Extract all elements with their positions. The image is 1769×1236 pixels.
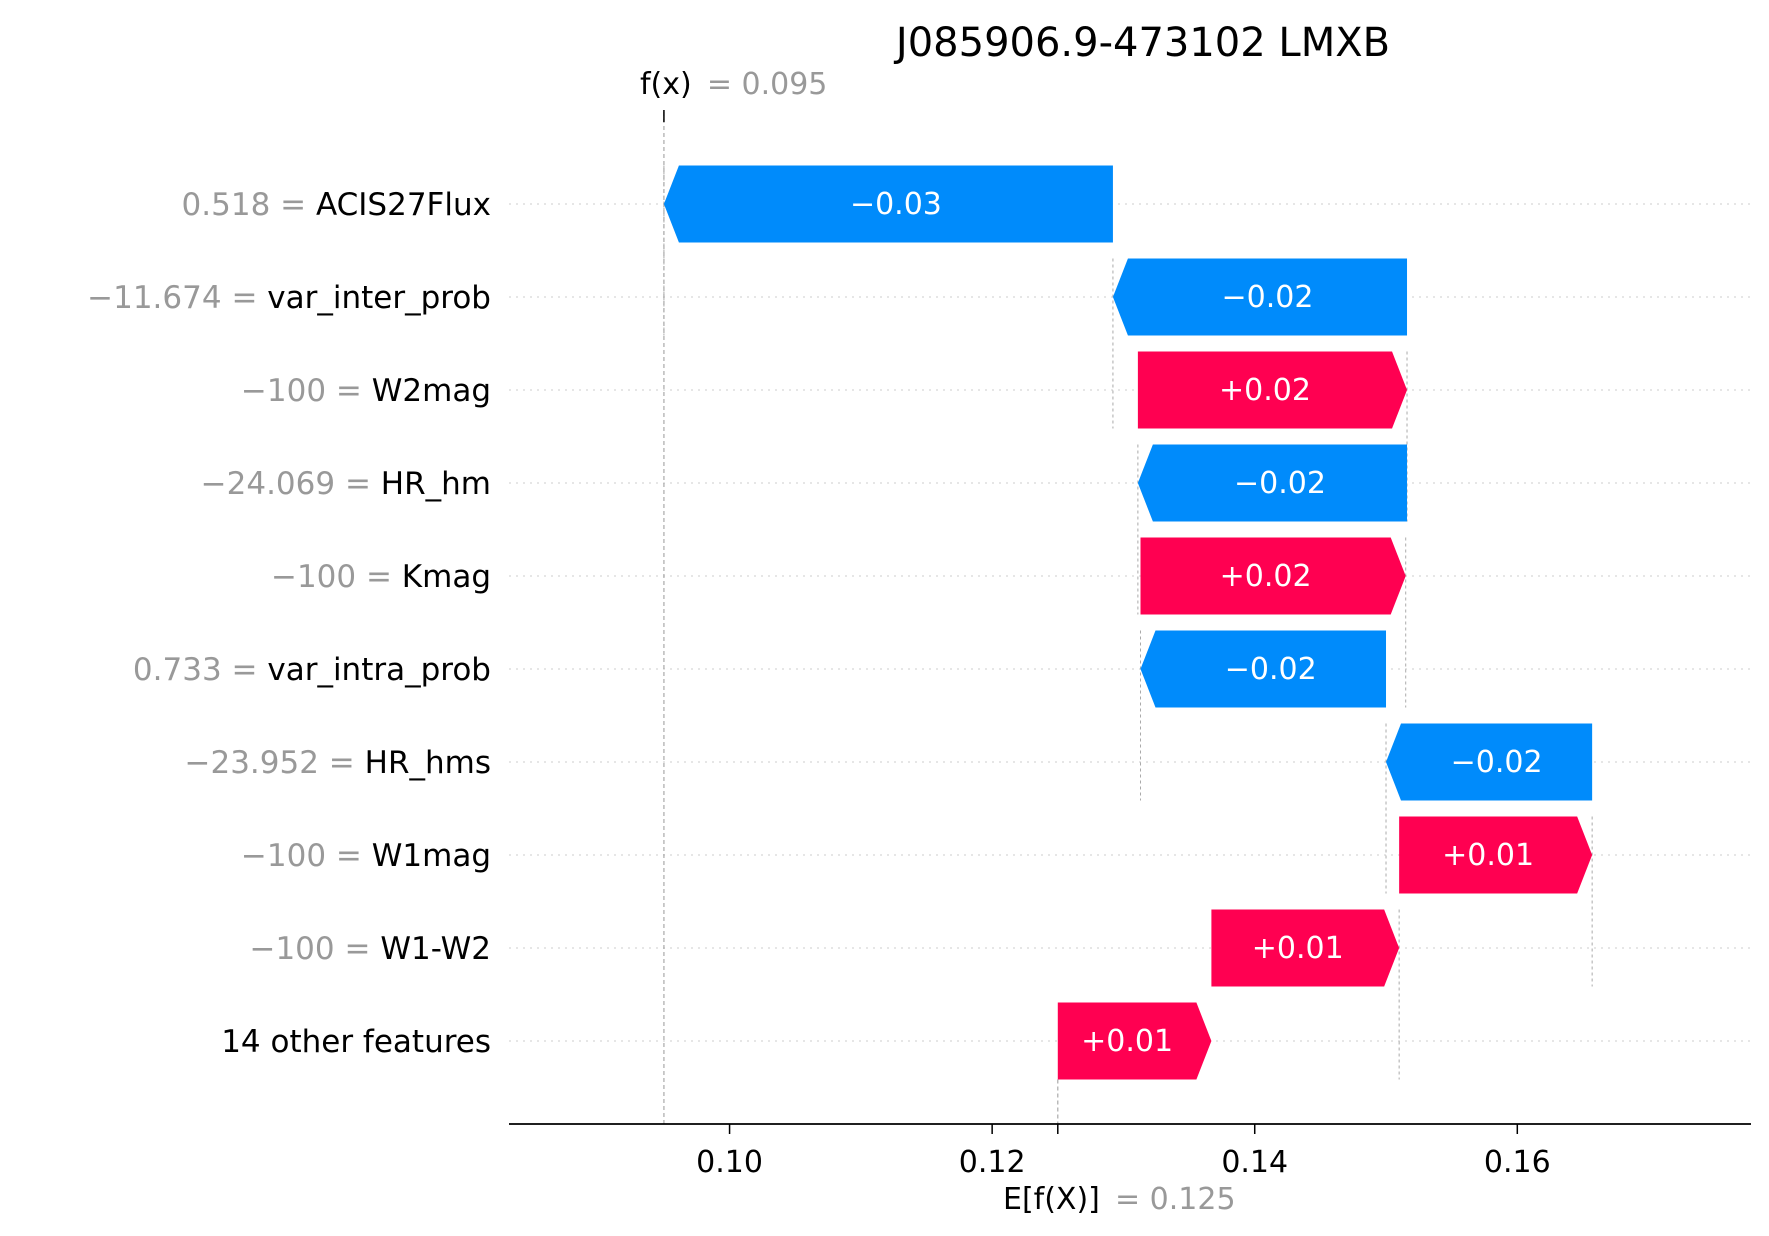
bars — [663, 165, 1593, 1080]
feature-value: 0.733 = — [133, 652, 267, 688]
feature-value: 0.518 = — [182, 187, 316, 223]
feature-value: −100 = — [271, 559, 402, 595]
bar-value-label: +0.01 — [1442, 838, 1534, 873]
waterfall-bar — [663, 165, 1113, 243]
fx-value: = 0.095 — [707, 67, 828, 102]
feature-name: W1-W2 — [380, 931, 491, 967]
bar-value-label: −0.03 — [850, 187, 942, 222]
efx-symbol: E[f(X)] — [1003, 1182, 1100, 1217]
feature-label: −11.674 = var_inter_prob — [87, 280, 491, 316]
x-tick-label: 0.16 — [1484, 1145, 1551, 1180]
waterfall-bar — [1057, 1002, 1212, 1080]
feature-label: −100 = W1-W2 — [249, 931, 491, 967]
efx-value: = 0.125 — [1115, 1182, 1236, 1217]
waterfall-bar — [1211, 909, 1400, 987]
waterfall-bar — [1137, 444, 1408, 522]
output-value-line — [663, 110, 1059, 1124]
bar-value-label: −0.02 — [1225, 652, 1317, 687]
bar-labels: −0.03 −0.02 +0.02 −0.02 +0.02 −0.02 −0.02 +0.01… — [850, 187, 1543, 1059]
waterfall-bar — [1140, 537, 1406, 615]
waterfall-bar — [1399, 816, 1593, 894]
waterfall-bar — [1140, 630, 1387, 708]
feature-label: 0.518 = ACIS27Flux — [182, 187, 491, 223]
x-tick-label: 0.12 — [959, 1145, 1026, 1180]
feature-label: −100 = W1mag — [241, 838, 491, 874]
feature-name: 14 other features — [221, 1024, 491, 1060]
chart-title: J085906.9-473102 LMXB — [893, 20, 1390, 66]
feature-value: −100 = — [241, 838, 372, 874]
feature-name: W1mag — [372, 838, 491, 874]
bar-value-label: −0.02 — [1451, 745, 1543, 780]
feature-label: −23.952 = HR_hms — [185, 745, 492, 781]
bar-value-label: −0.02 — [1222, 280, 1314, 315]
x-axis: 0.10 0.12 0.14 0.16 — [509, 1123, 1751, 1180]
feature-label: 0.733 = var_intra_prob — [133, 652, 491, 688]
feature-name: var_intra_prob — [267, 652, 491, 688]
x-tick-label: 0.14 — [1221, 1145, 1288, 1180]
feature-name: W2mag — [372, 373, 491, 409]
base-value-annotation: E[f(X)] = 0.125 — [1003, 1182, 1236, 1217]
bar-value-label: +0.02 — [1219, 373, 1311, 408]
feature-label: 14 other features — [221, 1024, 491, 1060]
feature-value: −24.069 = — [201, 466, 381, 502]
feature-name: var_inter_prob — [267, 280, 491, 316]
feature-label: −24.069 = HR_hm — [201, 466, 491, 502]
fx-symbol: f(x) — [640, 67, 692, 102]
feature-label: −100 = W2mag — [241, 373, 491, 409]
bar-value-label: +0.01 — [1081, 1024, 1173, 1059]
feature-name: ACIS27Flux — [316, 187, 491, 223]
feature-value: −100 = — [249, 931, 380, 967]
x-tick-label: 0.10 — [696, 1145, 763, 1180]
feature-labels: 0.518 = ACIS27Flux −11.674 = var_inter_pr… — [87, 187, 491, 1060]
connector-lines — [663, 165, 1593, 1080]
waterfall-bar — [1137, 351, 1408, 429]
feature-value: −100 = — [241, 373, 372, 409]
waterfall-bar — [1386, 723, 1593, 801]
feature-label: −100 = Kmag — [271, 559, 491, 595]
feature-name: HR_hms — [365, 745, 491, 781]
feature-name: HR_hm — [381, 466, 491, 502]
feature-value: −11.674 = — [87, 280, 267, 316]
bar-value-label: +0.02 — [1220, 559, 1312, 594]
output-value-annotation: f(x) = 0.095 — [640, 67, 827, 102]
bar-value-label: +0.01 — [1252, 931, 1344, 966]
feature-name: Kmag — [402, 559, 491, 595]
bar-value-label: −0.02 — [1234, 466, 1326, 501]
waterfall-bar — [1112, 258, 1408, 336]
feature-value: −23.952 = — [185, 745, 365, 781]
